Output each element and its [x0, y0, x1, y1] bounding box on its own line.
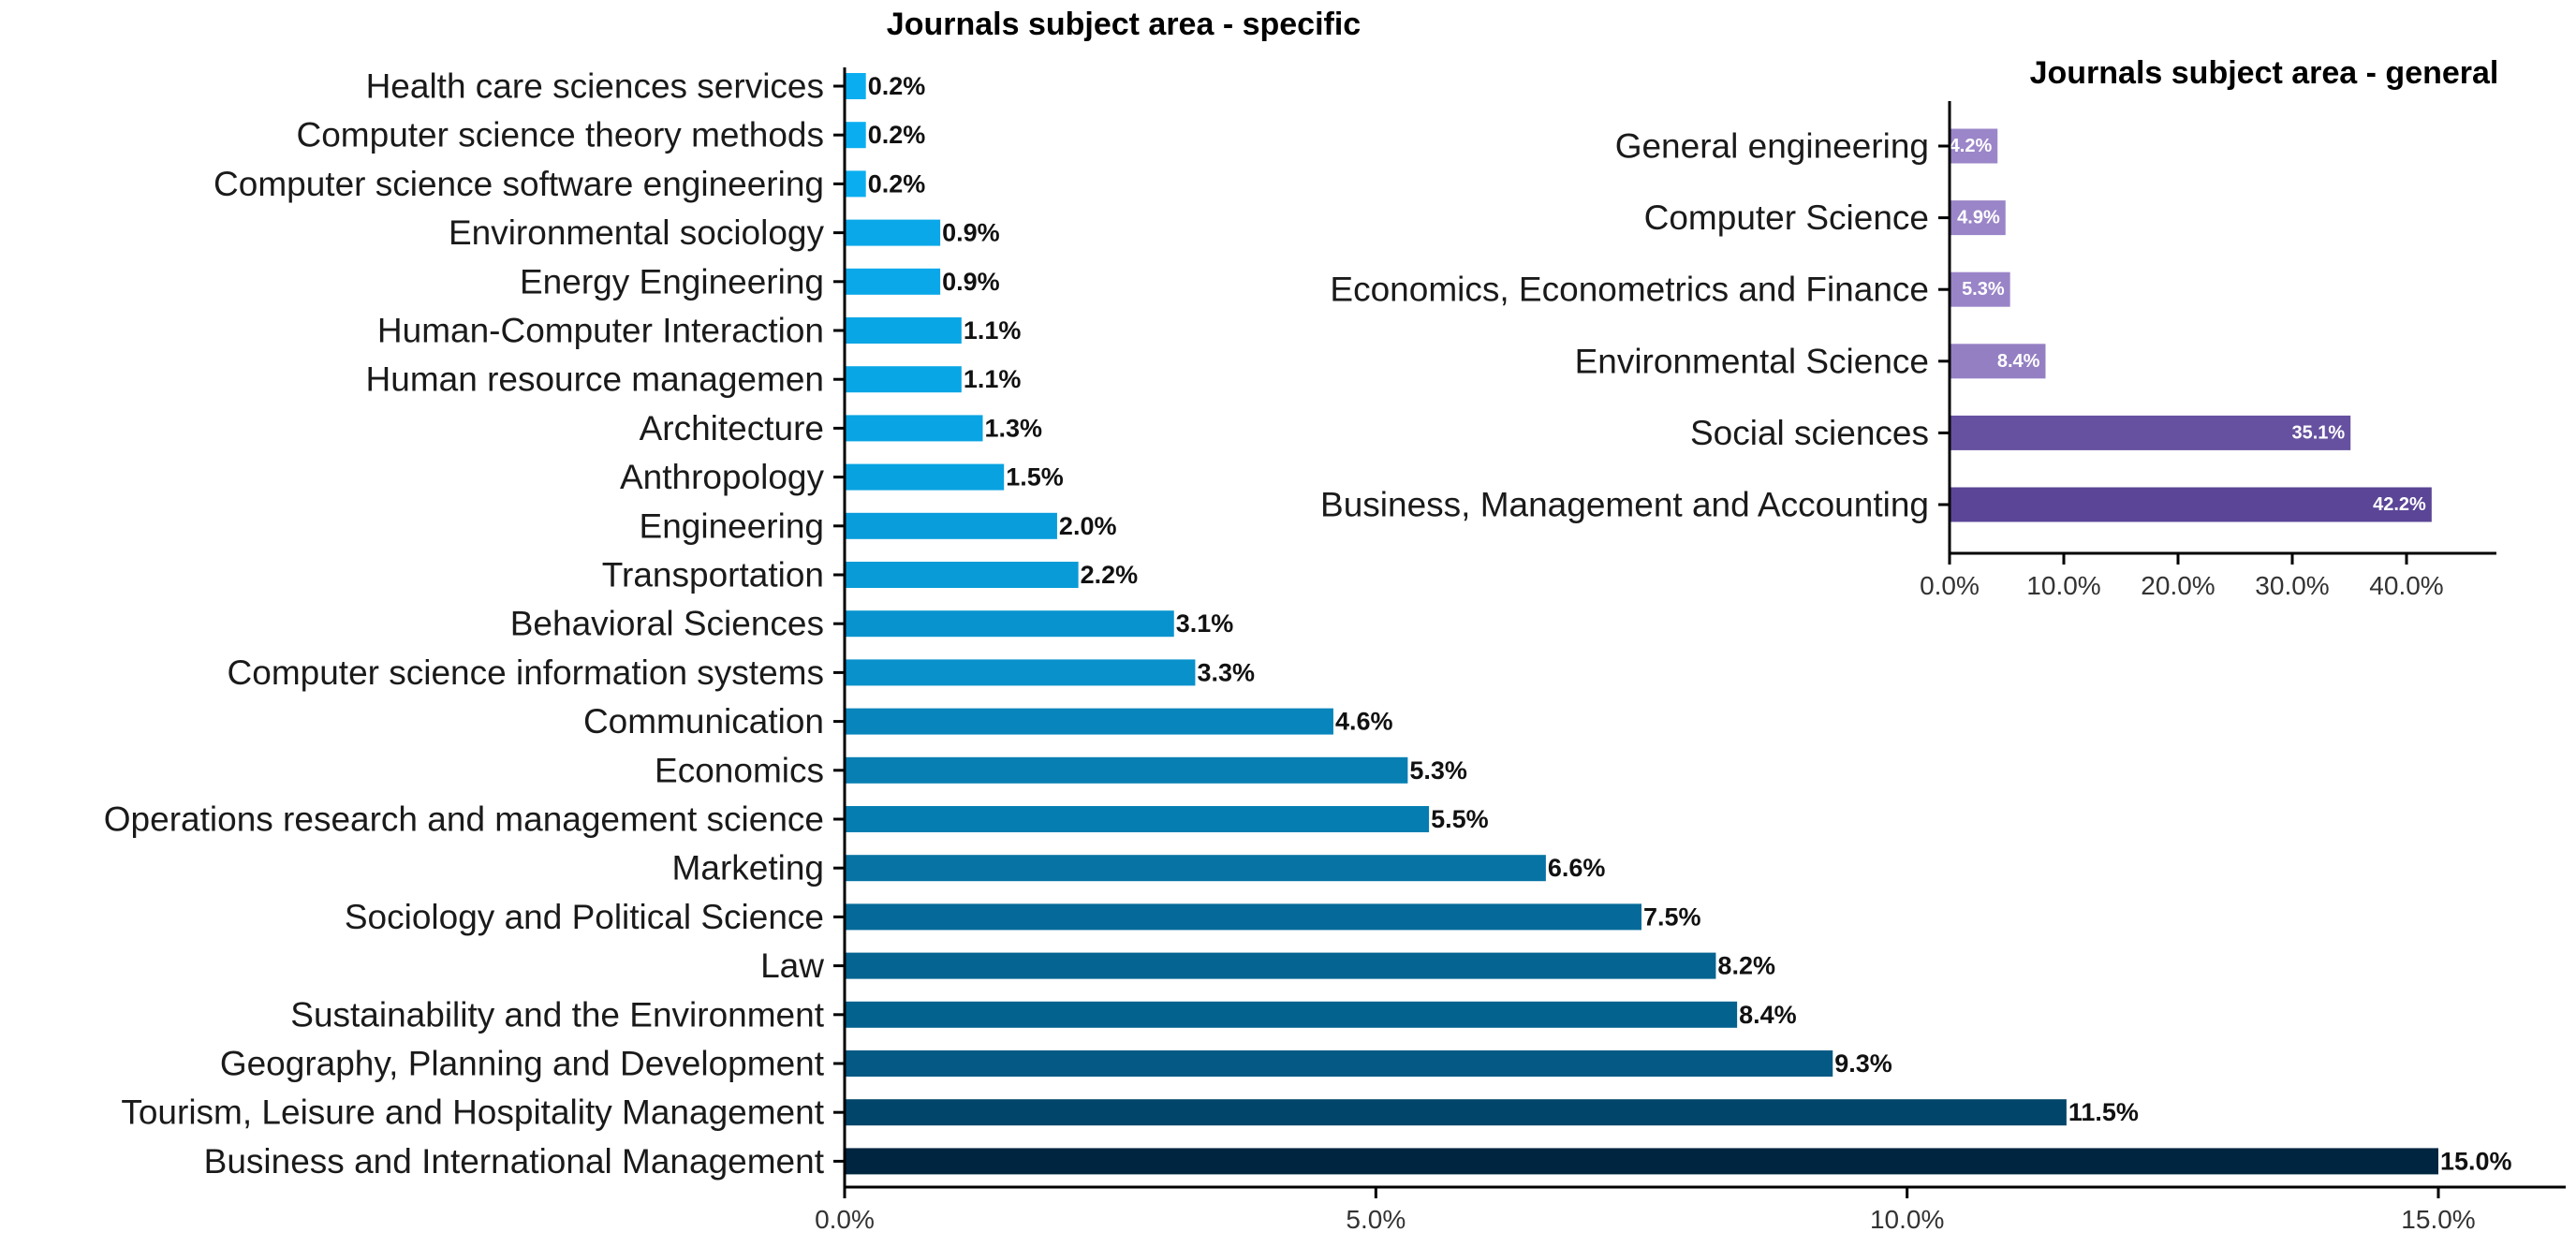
main-value-label-energy-engineering: 0.9%	[942, 268, 1000, 296]
main-bar-environmental-sociology	[845, 220, 940, 246]
main-category-label-business-and-international-management: Business and International Management	[204, 1142, 825, 1181]
main-bar-engineering	[845, 513, 1057, 539]
main-category-label-human-computer-interaction: Human-Computer Interaction	[377, 312, 824, 350]
inset-category-label-economics-econometrics-and-finance: Economics, Econometrics and Finance	[1330, 271, 1929, 309]
main-category-label-architecture: Architecture	[640, 409, 824, 447]
inset-x-tick-label-2: 20.0%	[2141, 571, 2215, 600]
main-x-tick-label-1: 5.0%	[1346, 1205, 1406, 1234]
specific-chart-title: Journals subject area - specific	[887, 7, 1361, 42]
main-value-label-human-resource-managemen: 1.1%	[964, 365, 1022, 393]
main-category-label-communication: Communication	[583, 702, 824, 741]
inset-bar-social-sciences	[1950, 416, 2350, 450]
main-bar-human-resource-managemen	[845, 366, 962, 392]
inset-x-tick-label-0: 0.0%	[1920, 571, 1980, 600]
main-bar-marketing	[845, 855, 1546, 881]
main-value-label-architecture: 1.3%	[985, 414, 1043, 442]
main-bar-human-computer-interaction	[845, 317, 962, 344]
inset-value-label-general-engineering: 4.2%	[1950, 136, 1993, 156]
main-category-label-human-resource-managemen: Human resource managemen	[366, 360, 824, 399]
main-bar-sociology-and-political-science	[845, 903, 1641, 930]
main-category-label-computer-science-software-engineering: Computer science software engineering	[213, 165, 824, 203]
main-bar-energy-engineering	[845, 269, 940, 295]
inset-category-label-environmental-science: Environmental Science	[1575, 342, 1929, 380]
main-category-label-economics: Economics	[655, 751, 824, 789]
main-bar-business-and-international-management	[845, 1148, 2438, 1174]
main-bar-behavioral-sciences	[845, 610, 1174, 637]
main-category-label-energy-engineering: Energy Engineering	[520, 262, 824, 301]
main-x-tick-label-2: 10.0%	[1870, 1205, 1944, 1234]
main-value-label-operations-research-and-management-science: 5.5%	[1431, 805, 1489, 833]
main-category-label-behavioral-sciences: Behavioral Sciences	[510, 605, 824, 643]
main-bar-anthropology	[845, 464, 1004, 491]
main-x-tick-label-3: 15.0%	[2401, 1205, 2475, 1234]
inset-value-label-computer-science: 4.9%	[1957, 208, 2000, 228]
main-category-label-computer-science-information-systems: Computer science information systems	[228, 653, 824, 692]
main-bar-law	[845, 953, 1715, 979]
inset-value-label-social-sciences: 35.1%	[2292, 422, 2346, 443]
main-value-label-marketing: 6.6%	[1548, 854, 1606, 882]
main-value-label-environmental-sociology: 0.9%	[942, 219, 1000, 247]
subject-area-figure: Journals subject area - specific Health …	[0, 0, 2576, 1247]
main-value-label-sociology-and-political-science: 7.5%	[1643, 902, 1701, 931]
main-value-label-economics: 5.3%	[1409, 756, 1467, 785]
main-value-label-business-and-international-management: 15.0%	[2440, 1147, 2512, 1175]
inset-x-tick-label-3: 30.0%	[2255, 571, 2329, 600]
main-category-label-operations-research-and-management-science: Operations research and management scien…	[104, 800, 824, 839]
inset-x-tick-label-1: 10.0%	[2026, 571, 2100, 600]
main-value-label-computer-science-information-systems: 3.3%	[1197, 658, 1255, 686]
main-value-label-sustainability-and-the-environment: 8.4%	[1739, 1001, 1797, 1029]
main-bar-computer-science-software-engineering	[845, 170, 866, 197]
main-value-label-transportation: 2.2%	[1081, 561, 1139, 589]
main-category-label-geography-planning-and-development: Geography, Planning and Development	[220, 1045, 825, 1083]
main-bar-computer-science-theory-methods	[845, 122, 866, 148]
main-category-label-transportation: Transportation	[602, 556, 824, 594]
inset-value-label-business-management-and-accounting: 42.2%	[2373, 494, 2426, 515]
main-bar-transportation	[845, 562, 1079, 588]
main-category-label-anthropology: Anthropology	[620, 458, 825, 496]
main-value-label-law: 8.2%	[1717, 952, 1775, 980]
inset-value-label-environmental-science: 8.4%	[1997, 351, 2040, 372]
main-category-label-health-care-sciences-services: Health care sciences services	[366, 67, 824, 106]
inset-category-label-business-management-and-accounting: Business, Management and Accounting	[1320, 486, 1929, 524]
main-bar-computer-science-information-systems	[845, 659, 1195, 685]
inset-category-label-computer-science: Computer Science	[1644, 198, 1929, 237]
main-bar-geography-planning-and-development	[845, 1050, 1833, 1077]
main-x-tick-label-0: 0.0%	[815, 1205, 875, 1234]
inset-bar-business-management-and-accounting	[1950, 488, 2432, 522]
main-bar-operations-research-and-management-science	[845, 806, 1429, 832]
main-value-label-computer-science-theory-methods: 0.2%	[868, 121, 926, 149]
main-value-label-health-care-sciences-services: 0.2%	[868, 72, 926, 100]
main-category-label-sociology-and-political-science: Sociology and Political Science	[345, 898, 824, 936]
main-bar-communication	[845, 709, 1333, 735]
main-value-label-geography-planning-and-development: 9.3%	[1834, 1049, 1892, 1078]
inset-category-label-general-engineering: General engineering	[1615, 127, 1929, 166]
main-value-label-human-computer-interaction: 1.1%	[964, 316, 1022, 345]
main-bar-architecture	[845, 415, 983, 441]
main-bar-tourism-leisure-and-hospitality-management	[845, 1099, 2067, 1125]
main-value-label-engineering: 2.0%	[1059, 512, 1117, 540]
main-value-label-tourism-leisure-and-hospitality-management: 11.5%	[2068, 1098, 2139, 1126]
general-chart-title: Journals subject area - general	[2030, 55, 2499, 91]
main-bar-sustainability-and-the-environment	[845, 1002, 1737, 1028]
inset-x-tick-label-4: 40.0%	[2369, 571, 2443, 600]
main-bar-health-care-sciences-services	[845, 73, 866, 99]
main-category-label-law: Law	[760, 946, 824, 985]
main-value-label-computer-science-software-engineering: 0.2%	[868, 169, 926, 198]
main-category-label-computer-science-theory-methods: Computer science theory methods	[297, 116, 825, 154]
main-bar-economics	[845, 757, 1407, 784]
main-value-label-behavioral-sciences: 3.1%	[1176, 609, 1234, 638]
inset-value-label-economics-econometrics-and-finance: 5.3%	[1962, 279, 2005, 300]
main-category-label-engineering: Engineering	[640, 506, 824, 545]
main-category-label-environmental-sociology: Environmental sociology	[449, 213, 825, 252]
main-category-label-tourism-leisure-and-hospitality-management: Tourism, Leisure and Hospitality Managem…	[121, 1093, 824, 1132]
main-value-label-anthropology: 1.5%	[1006, 463, 1064, 491]
main-category-label-sustainability-and-the-environment: Sustainability and the Environment	[290, 995, 824, 1034]
main-value-label-communication: 4.6%	[1335, 708, 1393, 736]
inset-category-label-social-sciences: Social sciences	[1690, 414, 1929, 452]
main-category-label-marketing: Marketing	[672, 849, 824, 888]
